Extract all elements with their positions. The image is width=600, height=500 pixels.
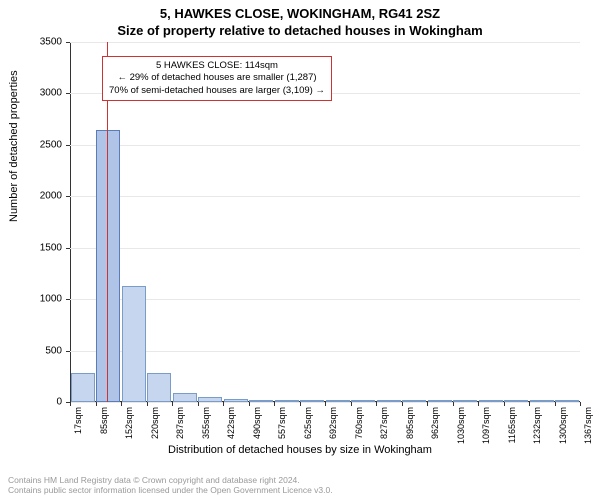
xtick-label: 760sqm: [354, 407, 364, 439]
xtick-label: 355sqm: [201, 407, 211, 439]
xtick-mark: [555, 402, 556, 406]
histogram-bar: [377, 400, 401, 402]
xtick-label: 692sqm: [328, 407, 338, 439]
histogram-bar: [224, 399, 248, 402]
ytick-label: 2000: [22, 191, 62, 202]
xtick-mark: [249, 402, 250, 406]
xtick-mark: [529, 402, 530, 406]
ytick-label: 0: [22, 397, 62, 408]
histogram-bar: [530, 400, 554, 402]
histogram-bar: [96, 130, 120, 402]
xtick-mark: [147, 402, 148, 406]
xtick-label: 287sqm: [175, 407, 185, 439]
ytick-mark: [66, 42, 70, 43]
annotation-box: 5 HAWKES CLOSE: 114sqm ← 29% of detached…: [102, 56, 332, 101]
ytick-label: 3500: [22, 37, 62, 48]
xtick-label: 1367sqm: [583, 407, 593, 444]
xtick-label: 1165sqm: [507, 407, 517, 443]
xtick-label: 17sqm: [73, 407, 83, 434]
y-axis-label: Number of detached properties: [8, 70, 20, 222]
xtick-mark: [351, 402, 352, 406]
xtick-mark: [325, 402, 326, 406]
ytick-label: 1500: [22, 242, 62, 253]
histogram-bar: [71, 373, 95, 402]
ytick-mark: [66, 248, 70, 249]
histogram-bar: [479, 400, 503, 402]
chart-title-line2: Size of property relative to detached ho…: [0, 21, 600, 38]
ytick-mark: [66, 299, 70, 300]
xtick-mark: [223, 402, 224, 406]
xtick-mark: [402, 402, 403, 406]
xtick-label: 152sqm: [124, 407, 134, 439]
histogram-bar: [351, 400, 375, 402]
histogram-bar: [504, 400, 528, 402]
histogram-bar: [275, 400, 299, 402]
xtick-mark: [172, 402, 173, 406]
histogram-bar: [249, 400, 273, 402]
gridline: [70, 42, 580, 43]
xtick-mark: [121, 402, 122, 406]
ytick-label: 3000: [22, 88, 62, 99]
ytick-mark: [66, 145, 70, 146]
histogram-bar: [555, 400, 579, 402]
xtick-label: 625sqm: [303, 407, 313, 439]
xtick-mark: [300, 402, 301, 406]
xtick-label: 557sqm: [277, 407, 287, 439]
gridline: [70, 351, 580, 352]
histogram-bar: [173, 393, 197, 402]
chart-title-line1: 5, HAWKES CLOSE, WOKINGHAM, RG41 2SZ: [0, 0, 600, 21]
footer-line2: Contains public sector information licen…: [8, 485, 333, 496]
histogram-bar: [122, 286, 146, 402]
histogram-bar: [300, 400, 324, 402]
histogram-bar: [402, 400, 426, 402]
gridline: [70, 299, 580, 300]
ytick-mark: [66, 351, 70, 352]
ytick-mark: [66, 93, 70, 94]
gridline: [70, 196, 580, 197]
annotation-line3: 70% of semi-detached houses are larger (…: [109, 85, 325, 97]
xtick-label: 1097sqm: [481, 407, 491, 444]
ytick-label: 500: [22, 345, 62, 356]
ytick-label: 1000: [22, 294, 62, 305]
xtick-label: 85sqm: [99, 407, 109, 434]
xtick-mark: [96, 402, 97, 406]
xtick-label: 220sqm: [150, 407, 160, 439]
histogram-bar: [326, 400, 350, 402]
xtick-mark: [427, 402, 428, 406]
xtick-mark: [478, 402, 479, 406]
xtick-label: 827sqm: [379, 407, 389, 439]
xtick-label: 1300sqm: [558, 407, 568, 444]
x-axis-label: Distribution of detached houses by size …: [0, 444, 600, 456]
annotation-line2: ← 29% of detached houses are smaller (1,…: [109, 72, 325, 84]
annotation-line1: 5 HAWKES CLOSE: 114sqm: [109, 60, 325, 72]
xtick-mark: [198, 402, 199, 406]
xtick-label: 1030sqm: [456, 407, 466, 444]
histogram-bar: [428, 400, 452, 402]
xtick-mark: [453, 402, 454, 406]
xtick-label: 490sqm: [252, 407, 262, 439]
xtick-label: 895sqm: [405, 407, 415, 439]
ytick-mark: [66, 196, 70, 197]
xtick-label: 422sqm: [226, 407, 236, 439]
ytick-label: 2500: [22, 139, 62, 150]
xtick-mark: [274, 402, 275, 406]
gridline: [70, 248, 580, 249]
xtick-mark: [70, 402, 71, 406]
xtick-mark: [376, 402, 377, 406]
histogram-bar: [198, 397, 222, 402]
gridline: [70, 145, 580, 146]
footer-attribution: Contains HM Land Registry data © Crown c…: [8, 475, 333, 496]
histogram-bar: [147, 373, 171, 402]
xtick-label: 962sqm: [430, 407, 440, 439]
xtick-label: 1232sqm: [532, 407, 542, 444]
xtick-mark: [504, 402, 505, 406]
footer-line1: Contains HM Land Registry data © Crown c…: [8, 475, 333, 486]
histogram-bar: [453, 400, 477, 402]
xtick-mark: [580, 402, 581, 406]
